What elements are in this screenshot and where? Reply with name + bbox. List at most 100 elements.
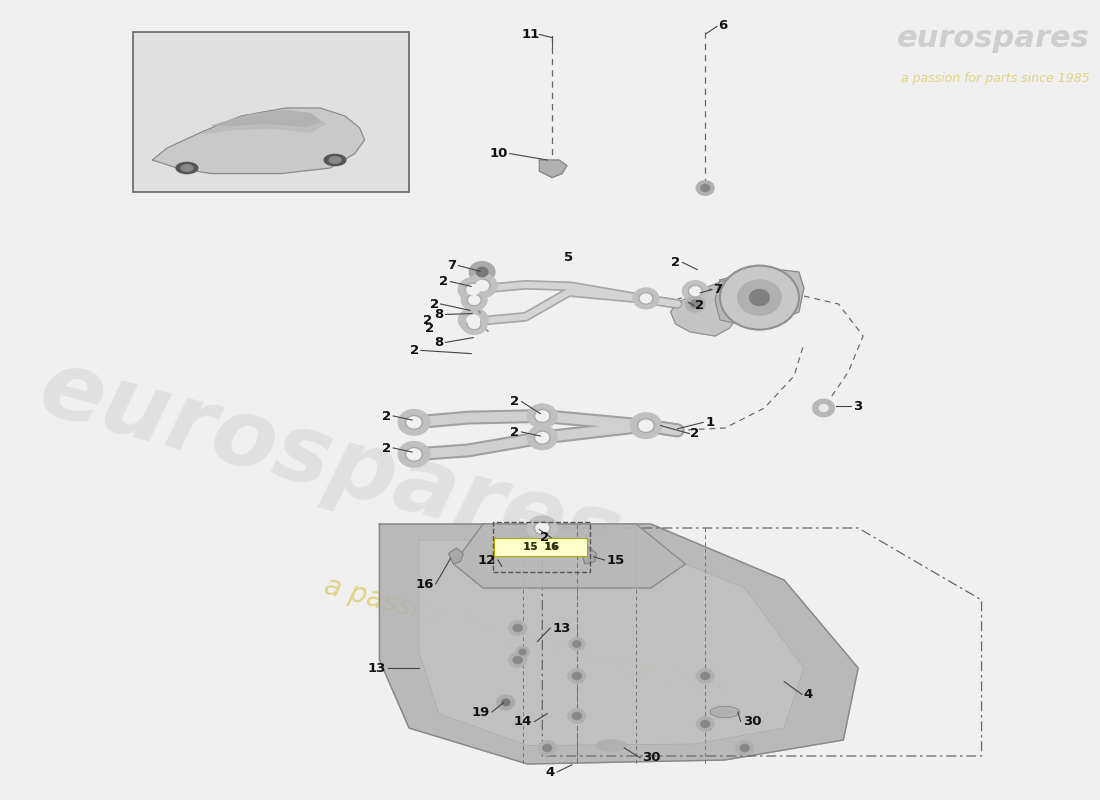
Circle shape (685, 296, 705, 312)
Text: 13: 13 (552, 622, 571, 634)
Text: 2: 2 (439, 275, 449, 288)
Ellipse shape (176, 162, 198, 174)
Text: a passion for parts since 1985: a passion for parts since 1985 (901, 72, 1090, 85)
Circle shape (569, 638, 585, 650)
Text: 2: 2 (695, 299, 704, 312)
Circle shape (508, 621, 527, 635)
Circle shape (459, 278, 488, 302)
Text: 8: 8 (434, 308, 443, 321)
Text: 16: 16 (416, 578, 433, 590)
Text: 2: 2 (540, 531, 549, 544)
Circle shape (538, 741, 557, 755)
Circle shape (573, 641, 581, 647)
Circle shape (568, 709, 585, 723)
Circle shape (407, 417, 420, 428)
Text: 2: 2 (510, 426, 519, 438)
Circle shape (536, 523, 549, 533)
Circle shape (468, 285, 480, 294)
Circle shape (696, 669, 714, 683)
Text: 2: 2 (382, 410, 392, 422)
Text: 4: 4 (546, 766, 556, 778)
Polygon shape (453, 524, 685, 588)
Text: 30: 30 (642, 751, 660, 764)
Polygon shape (379, 524, 858, 764)
Circle shape (476, 267, 488, 277)
Circle shape (738, 280, 781, 315)
Ellipse shape (596, 740, 626, 751)
Text: 3: 3 (854, 400, 862, 413)
Text: eurospares: eurospares (30, 342, 630, 586)
Polygon shape (671, 280, 739, 336)
Circle shape (519, 650, 526, 654)
Text: 2: 2 (671, 256, 681, 269)
Text: 7: 7 (713, 283, 723, 296)
Circle shape (639, 420, 652, 431)
Text: 2: 2 (425, 322, 433, 334)
Circle shape (461, 314, 487, 334)
Circle shape (536, 433, 549, 442)
Circle shape (528, 516, 557, 540)
Circle shape (813, 399, 835, 417)
Circle shape (740, 744, 749, 752)
Text: 12: 12 (477, 554, 496, 566)
Circle shape (502, 699, 509, 706)
Polygon shape (201, 112, 326, 134)
Text: 8: 8 (434, 336, 443, 349)
Circle shape (820, 405, 828, 411)
Circle shape (407, 449, 420, 460)
Circle shape (701, 720, 710, 728)
Circle shape (508, 653, 527, 667)
Circle shape (568, 669, 585, 683)
Circle shape (497, 695, 515, 710)
Circle shape (696, 181, 714, 195)
Text: 2: 2 (510, 395, 519, 408)
Text: 2: 2 (691, 427, 700, 440)
Text: 2: 2 (410, 344, 419, 357)
Circle shape (459, 308, 488, 332)
Circle shape (514, 656, 522, 664)
Text: 7: 7 (448, 259, 456, 272)
Circle shape (630, 413, 662, 438)
Ellipse shape (329, 157, 341, 163)
Text: 2: 2 (422, 314, 432, 326)
Circle shape (514, 624, 522, 632)
Text: 15: 15 (606, 554, 625, 566)
Circle shape (468, 274, 497, 298)
Bar (133, 32, 409, 192)
Circle shape (572, 672, 581, 679)
Circle shape (528, 426, 557, 450)
Circle shape (691, 300, 701, 308)
Polygon shape (449, 548, 463, 564)
Text: 30: 30 (742, 715, 761, 728)
Circle shape (476, 281, 488, 290)
FancyBboxPatch shape (494, 538, 586, 556)
Text: 14: 14 (514, 715, 532, 728)
Text: 13: 13 (368, 662, 386, 674)
Polygon shape (539, 160, 566, 178)
Circle shape (398, 442, 430, 467)
Circle shape (528, 404, 557, 428)
Text: 19: 19 (472, 706, 490, 718)
Ellipse shape (182, 165, 192, 171)
Circle shape (468, 315, 480, 325)
Circle shape (682, 281, 708, 302)
Circle shape (701, 672, 710, 679)
Text: 10: 10 (490, 147, 508, 160)
Circle shape (536, 411, 549, 421)
Ellipse shape (711, 706, 739, 718)
Text: 11: 11 (521, 28, 539, 41)
Text: eurospares: eurospares (898, 24, 1090, 53)
Text: 1: 1 (705, 416, 714, 429)
Circle shape (516, 646, 529, 658)
Ellipse shape (324, 154, 345, 166)
Text: 4: 4 (804, 688, 813, 701)
Circle shape (572, 712, 581, 720)
Polygon shape (582, 547, 596, 564)
Circle shape (690, 287, 701, 295)
Text: 2: 2 (429, 298, 439, 310)
Circle shape (470, 262, 495, 282)
Circle shape (749, 290, 769, 306)
Polygon shape (211, 110, 320, 126)
Circle shape (398, 410, 430, 435)
Circle shape (469, 296, 480, 304)
